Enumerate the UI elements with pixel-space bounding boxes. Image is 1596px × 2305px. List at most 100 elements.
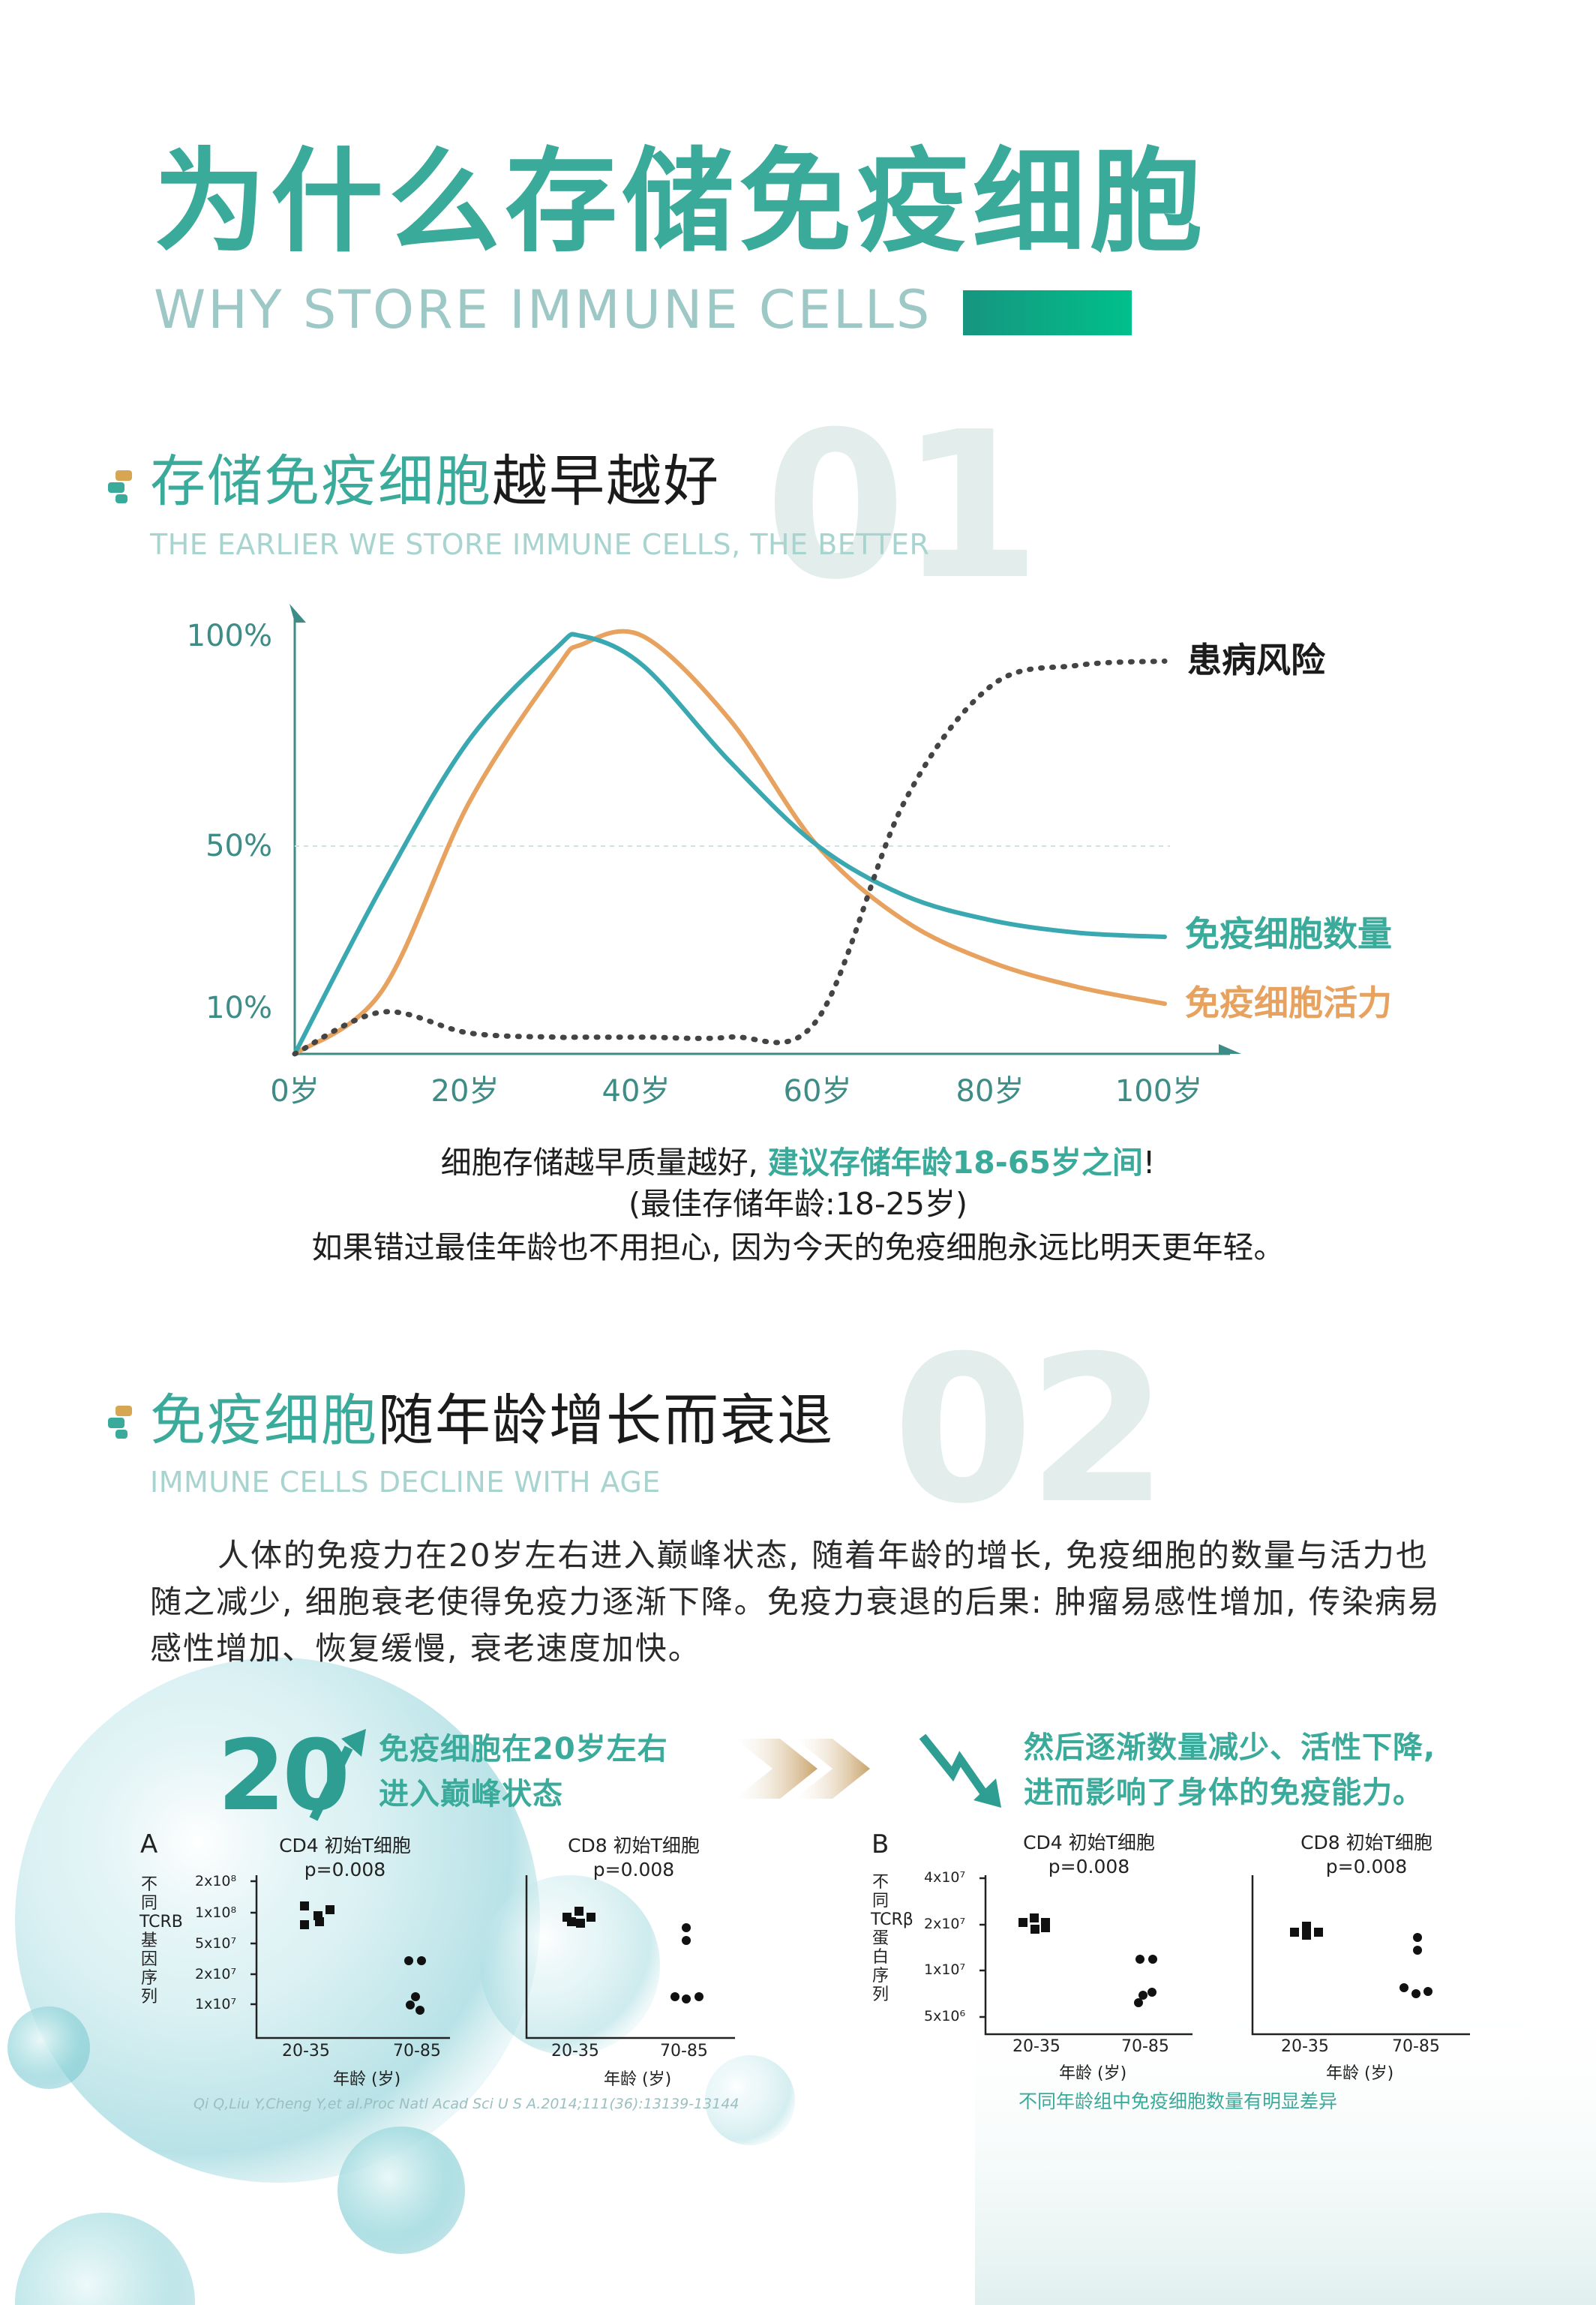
series-line-2 xyxy=(292,629,1167,1056)
y-tick-label: 100% xyxy=(186,619,272,653)
bubble xyxy=(15,1658,540,2183)
panelA-plot2-pvalue: p=0.008 xyxy=(592,1859,675,1880)
bubble xyxy=(338,2126,465,2254)
callout-decline: 然后逐渐数量减少、活性下降, 进而影响了身体的免疫能力。 xyxy=(1024,1725,1436,1815)
peak-number: 20 xyxy=(218,1718,350,1832)
panelB-ytick: 1x10⁷ xyxy=(924,1961,966,1978)
panelB-plot1-title: CD4 初始T细胞 p=0.008 xyxy=(992,1831,1186,1879)
arrow-down-icon xyxy=(919,1733,1001,1808)
bubble xyxy=(705,2055,795,2145)
panelB-ytick: 5x10⁶ xyxy=(924,2008,966,2024)
panelB-xgroup: 20-35 xyxy=(1281,2037,1329,2056)
section2-subtitle: IMMUNE CELLS DECLINE WITH AGE xyxy=(150,1466,661,1499)
bubble xyxy=(8,2006,90,2089)
section1-subtitle: THE EARLIER WE STORE IMMUNE CELLS, THE B… xyxy=(150,528,930,561)
panelA-ytick: 1x10⁷ xyxy=(195,1996,237,2012)
panelA-ytick: 1x10⁸ xyxy=(195,1904,237,1921)
caption-text-a: 细胞存储越早质量越好, xyxy=(440,1145,758,1181)
double-chevron-right-icon xyxy=(735,1739,870,1799)
panelB-ytick: 2x10⁷ xyxy=(924,1916,966,1932)
panelA-xgroup: 20-35 xyxy=(551,2042,599,2060)
panelB-plot2-name: CD8 初始T细胞 xyxy=(1300,1832,1432,1853)
panelA-plot1-pvalue: p=0.008 xyxy=(304,1859,386,1880)
x-tick-label: 0岁 xyxy=(270,1074,320,1109)
panelA-ytick: 2x10⁷ xyxy=(195,1966,237,1982)
section1-number: 01 xyxy=(765,388,1041,624)
panelA-plot1-name: CD4 初始T细胞 xyxy=(279,1835,411,1856)
section2-paragraph-text: 人体的免疫力在20岁左右进入巅峰状态, 随着年龄的增长, 免疫细胞的数量与活力也… xyxy=(150,1537,1441,1667)
section2-paragraph: 人体的免疫力在20岁左右进入巅峰状态, 随着年龄的增长, 免疫细胞的数量与活力也… xyxy=(150,1532,1455,1672)
legend-cell-vitality: 免疫细胞活力 xyxy=(1185,983,1392,1023)
caption-line-2: (最佳存储年龄:18-25岁) xyxy=(628,1186,968,1222)
glass-glow xyxy=(975,1988,1596,2305)
panelB-xgroup: 20-35 xyxy=(1012,2037,1060,2056)
panelB-xgroup: 70-85 xyxy=(1121,2037,1169,2056)
panelA-xgroup: 70-85 xyxy=(393,2042,441,2060)
x-tick-label: 20岁 xyxy=(430,1074,500,1109)
panelA-scatter-plots xyxy=(250,1875,735,2039)
callout-peak-line1: 免疫细胞在20岁左右 xyxy=(379,1732,668,1766)
panelB-plot2-pvalue: p=0.008 xyxy=(1325,1856,1408,1877)
panelB-letter: B xyxy=(872,1829,890,1859)
panelB-plot1-name: CD4 初始T细胞 xyxy=(1023,1832,1155,1853)
age-curve-chart xyxy=(290,604,1241,1057)
page-title: 为什么存储免疫细胞 xyxy=(154,137,1208,268)
leaf-icon xyxy=(108,470,132,503)
leaf-icon xyxy=(108,1406,132,1439)
panelA-xgroup: 70-85 xyxy=(660,2042,708,2060)
panelA-xgroup: 20-35 xyxy=(282,2042,330,2060)
section2-number: 02 xyxy=(892,1312,1168,1548)
arrow-up-icon xyxy=(309,1729,366,1821)
panelA-ytick: 5x10⁷ xyxy=(195,1935,237,1952)
section2-title-highlight: 免疫细胞 xyxy=(150,1388,378,1453)
panelB-plot1-pvalue: p=0.008 xyxy=(1048,1856,1130,1877)
panelB-plot2-title: CD8 初始T细胞 p=0.008 xyxy=(1269,1831,1464,1879)
callout-decline-line1: 然后逐渐数量减少、活性下降, xyxy=(1024,1730,1436,1765)
x-tick-label: 40岁 xyxy=(602,1074,670,1109)
legend-cell-count: 免疫细胞数量 xyxy=(1185,914,1392,954)
panelB-xlabel: 年龄 (岁) xyxy=(1326,2064,1394,2083)
y-tick-label: 10% xyxy=(206,991,272,1025)
caption-line-3: 如果错过最佳年龄也不用担心, 因为今天的免疫细胞永远比明天更年轻。 xyxy=(311,1229,1285,1265)
panelB-xgroup: 70-85 xyxy=(1392,2037,1440,2056)
x-tick-label: 80岁 xyxy=(956,1074,1024,1109)
panelA-plot2-name: CD8 初始T细胞 xyxy=(568,1835,700,1856)
caption-text-c: ! xyxy=(1142,1145,1156,1181)
section1-title-highlight: 存储免疫细胞 xyxy=(150,449,492,514)
legend-disease-risk: 患病风险 xyxy=(1187,640,1325,680)
x-axis-arrow xyxy=(1219,1044,1241,1054)
reference-citation: Qi Q,Liu Y,Cheng Y,et al.Proc Natl Acad … xyxy=(194,2096,740,2112)
section1-title: 存储免疫细胞越早越好 xyxy=(150,454,720,509)
section2-title: 免疫细胞随年龄增长而衰退 xyxy=(150,1393,834,1448)
panelB-xlabel: 年龄 (岁) xyxy=(1059,2064,1127,2083)
bubble xyxy=(15,2213,195,2305)
callout-decline-line2: 进而影响了身体的免疫能力。 xyxy=(1024,1775,1424,1810)
series-line-1 xyxy=(292,632,1167,1056)
panelA-ylabel: 不同TCRB基因序列 xyxy=(140,1875,183,2006)
section1-title-rest: 越早越好 xyxy=(492,449,720,514)
title-accent-bar xyxy=(963,290,1132,335)
x-tick-label: 60岁 xyxy=(783,1074,852,1109)
panelB-scatter-plots xyxy=(980,1875,1470,2036)
caption-highlight: 建议存储年龄18-65岁之间 xyxy=(767,1145,1143,1181)
panelB-ylabel: 不同TCRβ蛋白序列 xyxy=(871,1873,914,2004)
series-line-3 xyxy=(292,658,1168,1057)
callout-peak: 免疫细胞在20岁左右 进入巅峰状态 xyxy=(379,1727,668,1817)
y-tick-label: 50% xyxy=(206,829,272,863)
x-tick-label: 100岁 xyxy=(1114,1074,1203,1109)
panelB-note: 不同年龄组中免疫细胞数量有明显差异 xyxy=(1018,2090,1338,2112)
panelA-plot2-title: CD8 初始T细胞 p=0.008 xyxy=(536,1834,731,1882)
y-axis-arrow xyxy=(290,604,306,623)
page-subtitle: WHY STORE IMMUNE CELLS xyxy=(154,279,932,341)
panelA-letter: A xyxy=(140,1829,158,1859)
panelA-xlabel: 年龄 (岁) xyxy=(333,2070,401,2089)
panelA-plot1-title: CD4 初始T细胞 p=0.008 xyxy=(248,1834,442,1882)
callout-peak-line2: 进入巅峰状态 xyxy=(379,1777,563,1811)
section2-title-rest: 随年龄增长而衰退 xyxy=(378,1388,834,1453)
bubble xyxy=(480,1875,660,2055)
panelA-xlabel: 年龄 (岁) xyxy=(604,2070,672,2089)
panelA-ytick: 2x10⁸ xyxy=(195,1873,237,1889)
panelB-ytick: 4x10⁷ xyxy=(924,1869,966,1886)
caption-line-1: 细胞存储越早质量越好, 建议存储年龄18-65岁之间! xyxy=(0,1148,1596,1178)
